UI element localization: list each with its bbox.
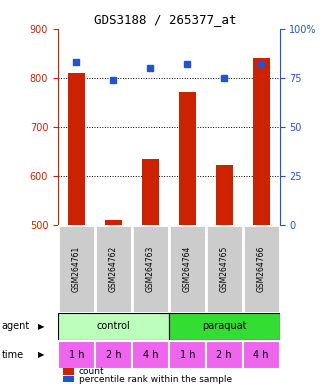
Text: 1 h: 1 h [69, 350, 84, 360]
Bar [243, 341, 280, 369]
Bar [206, 341, 243, 369]
Text: ▶: ▶ [38, 351, 45, 359]
Text: GSM264765: GSM264765 [220, 246, 229, 292]
Text: GSM264766: GSM264766 [257, 246, 266, 292]
Bar [142, 159, 159, 225]
Text: ▶: ▶ [38, 322, 45, 331]
Bar [68, 73, 85, 225]
Bar [169, 341, 206, 369]
Text: time: time [2, 350, 24, 360]
Bar [253, 58, 269, 225]
Text: GSM264762: GSM264762 [109, 246, 118, 292]
Text: 4 h: 4 h [254, 350, 269, 360]
Bar [58, 341, 95, 369]
Bar [243, 225, 280, 313]
Text: GSM264764: GSM264764 [183, 246, 192, 292]
Text: 2 h: 2 h [106, 350, 121, 360]
Text: GSM264763: GSM264763 [146, 246, 155, 292]
Text: agent: agent [2, 321, 30, 331]
Bar [132, 225, 169, 313]
Bar [132, 341, 169, 369]
Bar [105, 220, 122, 225]
Bar [179, 93, 196, 225]
Text: 1 h: 1 h [179, 350, 195, 360]
Bar [169, 225, 206, 313]
Text: GDS3188 / 265377_at: GDS3188 / 265377_at [94, 13, 237, 26]
Bar [206, 225, 243, 313]
Bar [169, 313, 280, 340]
Text: control: control [97, 321, 130, 331]
Bar [58, 225, 95, 313]
Text: 2 h: 2 h [216, 350, 232, 360]
Bar [95, 341, 132, 369]
Bar [216, 165, 233, 225]
Text: GSM264761: GSM264761 [72, 246, 81, 292]
Text: paraquat: paraquat [202, 321, 247, 331]
Text: percentile rank within the sample: percentile rank within the sample [79, 374, 232, 384]
Bar [95, 225, 132, 313]
Text: 4 h: 4 h [143, 350, 158, 360]
Bar [58, 313, 169, 340]
Text: count: count [79, 367, 104, 376]
